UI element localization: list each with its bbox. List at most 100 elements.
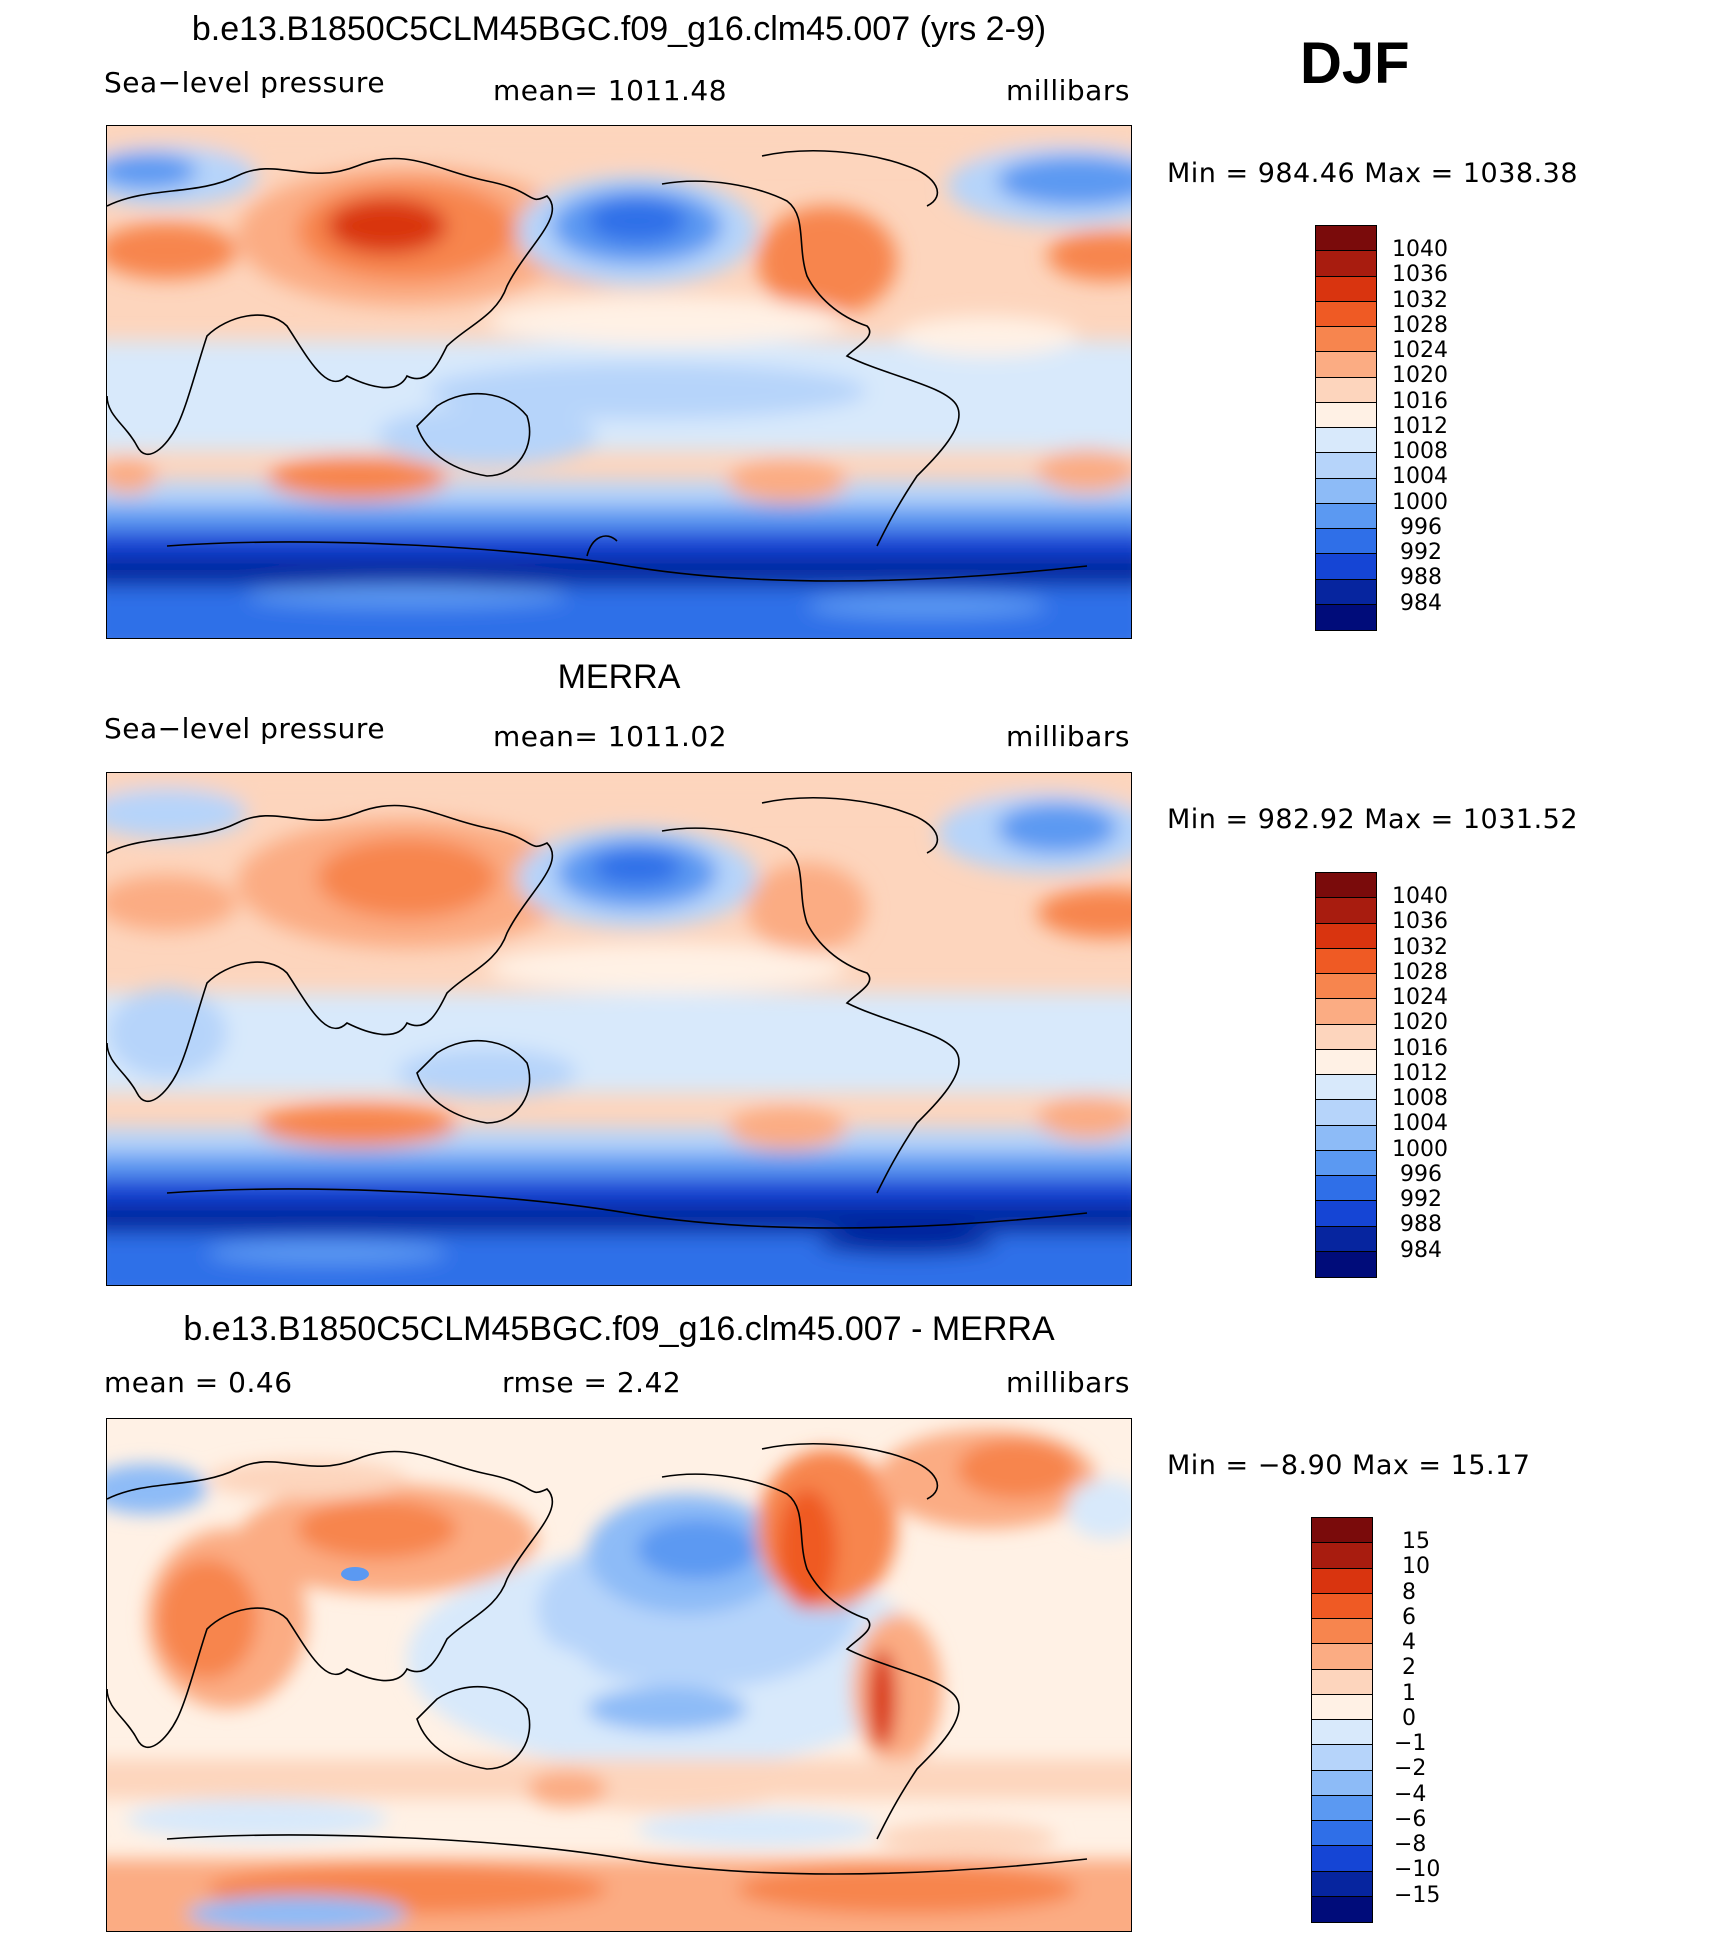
panel-2-contour-field [107, 773, 1131, 1285]
panel-3-colorbar-label: 6 [1402, 1604, 1416, 1630]
panel-2-colorbar-label: 1040 [1392, 884, 1448, 909]
panel-1-colorbar-label: 992 [1400, 540, 1442, 565]
panel-2-variable-label: Sea−level pressure [104, 712, 386, 745]
panel-3-colorbar-swatch [1312, 1644, 1372, 1670]
panel-2-colorbar-swatch [1316, 1125, 1376, 1151]
panel-1-colorbar-swatch [1316, 579, 1376, 605]
panel-3-colorbar-label: −10 [1394, 1857, 1441, 1883]
panel-3-map [106, 1418, 1132, 1932]
panel-1-colorbar-label: 1040 [1392, 237, 1448, 262]
panel-2-map [106, 772, 1132, 1286]
panel-2-colorbar-label: 1004 [1392, 1111, 1448, 1137]
panel-1-colorbar-label: 996 [1400, 514, 1442, 540]
panel-1-colorbar-swatch [1316, 402, 1376, 428]
panel-1-colorbar-label: 988 [1400, 565, 1442, 591]
panel-2-colorbar-label: 988 [1400, 1212, 1442, 1238]
panel-1-colorbar-label: 1020 [1392, 363, 1448, 389]
panel-1-colorbar-swatch [1316, 276, 1376, 302]
panel-3-colorbar-label: 1 [1402, 1680, 1416, 1706]
panel-3-colorbar-swatch [1312, 1720, 1372, 1746]
panel-1-colorbar-label: 1016 [1392, 388, 1448, 414]
panel-2-min-max: Min = 982.92 Max = 1031.52 [1167, 804, 1579, 835]
panel-3-colorbar-swatch [1312, 1619, 1372, 1645]
panel-3-colorbar-swatch [1312, 1745, 1372, 1771]
panel-2-colorbar-swatch [1316, 1150, 1376, 1176]
panel-1-colorbar-label: 1008 [1392, 439, 1448, 464]
panel-3-units-label: millibars [1006, 1366, 1130, 1399]
panel-3-colorbar-label: 2 [1402, 1655, 1416, 1681]
panel-3-colorbar-swatch [1312, 1543, 1372, 1569]
panel-2-colorbar-label: 992 [1400, 1187, 1442, 1212]
panel-2-colorbar-label: 984 [1400, 1237, 1442, 1263]
panel-1-colorbar [1315, 225, 1377, 631]
panel-2-colorbar-label: 1020 [1392, 1010, 1448, 1036]
panel-1-colorbar-label: 1000 [1392, 489, 1448, 515]
panel-3-colorbar-label: 10 [1402, 1554, 1430, 1580]
panel-2-colorbar-swatch [1316, 1075, 1376, 1101]
panel-3-colorbar-label: −4 [1394, 1781, 1427, 1807]
panel-1-colorbar-swatch [1316, 453, 1376, 479]
panel-2-colorbar-label: 1036 [1392, 909, 1448, 935]
panel-1-colorbar-label: 984 [1400, 590, 1442, 616]
panel-3-colorbar-swatch [1312, 1669, 1372, 1695]
panel-1-colorbar-swatch [1316, 251, 1376, 277]
panel-3-colorbar-swatch [1312, 1871, 1372, 1897]
panel-2-colorbar-label: 1028 [1392, 959, 1448, 985]
panel-2-colorbar [1315, 872, 1377, 1278]
panel-2-colorbar-swatch [1316, 1100, 1376, 1126]
panel-3-colorbar-swatch [1312, 1593, 1372, 1619]
panel-2-colorbar-label: 1000 [1392, 1136, 1448, 1162]
panel-2-colorbar-label: 1012 [1392, 1060, 1448, 1086]
panel-1-map [106, 125, 1132, 639]
panel-3-colorbar-label: −1 [1394, 1731, 1427, 1756]
panel-1-colorbar-swatch [1316, 604, 1376, 630]
panel-1-variable-label: Sea−level pressure [104, 66, 386, 99]
panel-2-colorbar-label: 1016 [1392, 1035, 1448, 1061]
panel-3-colorbar-label: 15 [1402, 1529, 1430, 1554]
panel-1-colorbar-swatch [1316, 327, 1376, 353]
panel-1-colorbar-swatch [1316, 478, 1376, 504]
panel-2-colorbar-label: 1032 [1392, 934, 1448, 960]
panel-3-colorbar-swatch [1312, 1568, 1372, 1594]
panel-2-colorbar-swatch [1316, 1024, 1376, 1050]
panel-3-colorbar-label: −6 [1394, 1806, 1427, 1832]
panel-2-units-label: millibars [1006, 720, 1130, 753]
panel-1-colorbar-label: 1036 [1392, 262, 1448, 288]
panel-1-colorbar-label: 1032 [1392, 287, 1448, 313]
panel-3-colorbar-label: −8 [1394, 1832, 1427, 1857]
panel-2-colorbar-swatch [1316, 999, 1376, 1025]
panel-3-colorbar-swatch [1312, 1896, 1372, 1922]
panel-2-colorbar-label: 1024 [1392, 985, 1448, 1010]
panel-3-title: b.e13.B1850C5CLM45BGC.f09_g16.clm45.007 … [183, 1310, 1055, 1348]
panel-2-colorbar-label: 1008 [1392, 1086, 1448, 1111]
panel-3-colorbar-swatch [1312, 1846, 1372, 1872]
panel-1-colorbar-label: 1012 [1392, 413, 1448, 439]
panel-3-rmse-label: rmse = 2.42 [502, 1366, 682, 1399]
panel-3-min-max: Min = −8.90 Max = 15.17 [1167, 1450, 1531, 1481]
panel-3-colorbar-swatch [1312, 1518, 1372, 1544]
panel-3-colorbar-swatch [1312, 1795, 1372, 1821]
season-label: DJF [1300, 31, 1410, 96]
panel-3-colorbar-label: −15 [1394, 1882, 1441, 1908]
panel-1-colorbar-label: 1024 [1392, 338, 1448, 363]
panel-2-colorbar-swatch [1316, 1176, 1376, 1202]
panel-2-mean-label: mean= 1011.02 [493, 720, 728, 753]
panel-1-title: b.e13.B1850C5CLM45BGC.f09_g16.clm45.007 … [191, 10, 1047, 48]
panel-2-colorbar-swatch [1316, 1049, 1376, 1075]
panel-1-contour-field [107, 126, 1131, 638]
panel-2-colorbar-swatch [1316, 948, 1376, 974]
panel-3-colorbar-swatch [1312, 1770, 1372, 1796]
panel-1-colorbar-swatch [1316, 301, 1376, 327]
panel-1-colorbar-swatch [1316, 226, 1376, 252]
panel-3-colorbar-label: 4 [1402, 1630, 1416, 1655]
panel-2-colorbar-swatch [1316, 974, 1376, 1000]
panel-2-colorbar-swatch [1316, 1251, 1376, 1277]
panel-1-colorbar-swatch [1316, 428, 1376, 454]
panel-1-units-label: millibars [1006, 74, 1130, 107]
panel-1-colorbar-swatch [1316, 529, 1376, 555]
panel-3-colorbar [1311, 1517, 1373, 1923]
panel-2-colorbar-swatch [1316, 1201, 1376, 1227]
panel-2-colorbar-swatch [1316, 873, 1376, 899]
panel-3-contour-field [107, 1419, 1131, 1931]
panel-3-colorbar-label: 0 [1402, 1705, 1416, 1731]
